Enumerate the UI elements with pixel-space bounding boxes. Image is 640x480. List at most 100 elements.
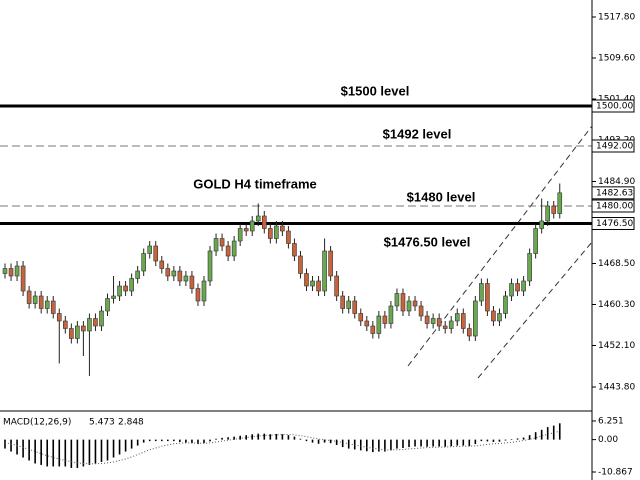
- candle-body: [56, 313, 62, 322]
- candle-body: [382, 315, 388, 324]
- candle-body: [298, 255, 303, 274]
- candle-body: [153, 245, 159, 262]
- candle-body: [255, 215, 261, 222]
- candle-body: [479, 283, 484, 302]
- candle-body: [75, 325, 80, 339]
- candle-body: [8, 268, 14, 277]
- candle-body: [69, 328, 74, 339]
- candle-body: [346, 300, 352, 309]
- candle-body: [364, 320, 370, 327]
- candle-body: [261, 215, 267, 229]
- candle-body: [467, 328, 472, 337]
- candle-body: [509, 283, 514, 297]
- level-label: 1500.00: [596, 102, 633, 112]
- candle-body: [322, 250, 327, 292]
- candle-body: [183, 275, 189, 282]
- candle-body: [207, 250, 213, 282]
- level-label: 1476.50: [596, 219, 633, 229]
- candle-body: [286, 230, 291, 244]
- candle-body: [189, 275, 195, 289]
- candle-body: [527, 253, 532, 282]
- candle-body: [159, 260, 165, 269]
- candle-body: [292, 243, 297, 257]
- candle-body: [491, 310, 496, 322]
- candle-body: [503, 295, 508, 314]
- candle-body: [141, 253, 146, 272]
- candle-body: [201, 280, 207, 302]
- y-tick-label: 1509.60: [598, 54, 635, 64]
- candle-body: [62, 320, 68, 329]
- macd-name: MACD(12,26,9): [3, 418, 71, 428]
- candle-body: [448, 320, 454, 329]
- level-label-box: [591, 139, 635, 153]
- candle-body: [521, 280, 526, 292]
- candle-body: [539, 220, 544, 229]
- candle-body: [237, 228, 243, 242]
- candle-body: [370, 325, 376, 334]
- y-tick-label: 1443.80: [598, 383, 635, 393]
- y-tick-label: 1460.30: [598, 300, 635, 310]
- current-price-label: 1482.63: [596, 188, 633, 198]
- level-label: 1492.00: [596, 142, 633, 152]
- candle-body: [123, 285, 128, 292]
- candle-body: [20, 265, 26, 292]
- y-tick-label: 1468.50: [598, 259, 635, 269]
- chart-title: GOLD H4 timeframe: [193, 176, 317, 191]
- candle-body: [557, 192, 563, 214]
- candle-body: [38, 295, 44, 309]
- macd-value: 5.473: [89, 418, 115, 428]
- candle-body: [165, 268, 171, 277]
- candle-body: [171, 270, 177, 277]
- candle-body: [105, 298, 110, 312]
- level-label-box: [591, 199, 635, 213]
- y-tick-label: 1452.10: [598, 341, 635, 351]
- candle-body: [545, 205, 551, 222]
- level-annotation: $1492 level: [383, 126, 452, 141]
- candle-body: [14, 265, 20, 277]
- candle-body: [533, 228, 538, 254]
- candle-body: [32, 295, 38, 304]
- level-annotation: $1500 level: [341, 83, 410, 98]
- macd-tick-label: 0.00: [598, 435, 618, 445]
- candle-body: [430, 318, 436, 324]
- candle-body: [334, 275, 339, 297]
- candle-body: [147, 245, 153, 254]
- candle-body: [436, 318, 442, 327]
- level-annotation: $1480 level: [407, 189, 476, 204]
- level-annotation: $1476.50 level: [384, 234, 471, 249]
- macd-signal-value: 2.848: [118, 418, 144, 428]
- candle-body: [268, 228, 273, 239]
- candle-body: [412, 300, 418, 307]
- candle-body: [249, 220, 255, 232]
- candle-body: [87, 318, 92, 332]
- candle-body: [352, 300, 358, 314]
- candle-body: [225, 245, 231, 257]
- candle-body: [50, 300, 56, 314]
- candle-body: [280, 225, 285, 232]
- candle-body: [388, 305, 394, 324]
- candle-body: [219, 238, 225, 247]
- candle-body: [551, 205, 557, 214]
- candle-body: [26, 290, 32, 304]
- candle-body: [394, 293, 400, 307]
- candle-body: [424, 315, 430, 324]
- candle-body: [44, 300, 50, 309]
- level-label: 1480.00: [596, 202, 633, 212]
- candle-body: [442, 325, 448, 329]
- candle-body: [406, 300, 412, 312]
- candle-body: [310, 280, 315, 287]
- candle-body: [515, 283, 520, 292]
- candle-body: [81, 325, 86, 332]
- candle-body: [328, 250, 333, 277]
- candle-body: [454, 313, 460, 322]
- candle-body: [358, 313, 364, 322]
- candle-body: [231, 240, 237, 257]
- candle-body: [485, 283, 490, 312]
- candle-body: [135, 270, 140, 279]
- candle-body: [129, 278, 134, 292]
- candle-body: [340, 295, 345, 309]
- candle-body: [213, 238, 219, 252]
- level-label-box: [591, 217, 635, 230]
- candle-body: [2, 268, 8, 274]
